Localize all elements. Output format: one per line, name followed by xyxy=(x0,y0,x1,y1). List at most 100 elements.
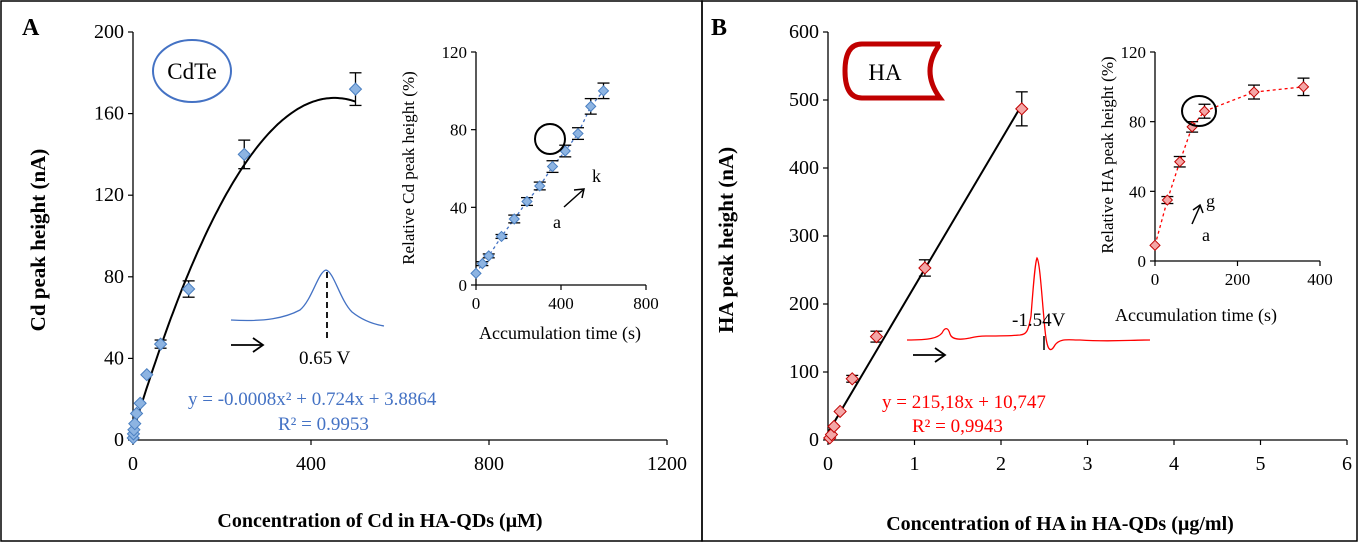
panel-b-inset-y-axis-title: Relative HA peak height (%) xyxy=(1098,56,1117,253)
panel-b-inset-data-point xyxy=(1149,239,1161,252)
panel-b-y-tick-label: 500 xyxy=(789,89,819,111)
panel-b-ha-badge xyxy=(842,41,945,101)
panel-a-right-arrow xyxy=(231,337,265,353)
panel-a-data-point xyxy=(133,396,147,410)
panel-a-peak-label: 0.65 V xyxy=(299,348,351,369)
panel-a-inset-series xyxy=(470,82,610,280)
panel-a-inset-data-point xyxy=(508,213,520,225)
panel-b-inset-circle-marker xyxy=(1181,95,1217,127)
panel-a-x-axis-title: Concentration of Cd in HA-QDs (μM) xyxy=(217,510,542,532)
panel-a-letter: A xyxy=(22,15,40,41)
panel-a-series xyxy=(126,72,363,445)
panel-b-fit-equation: y = 215,18x + 10,747 xyxy=(882,392,1046,413)
panel-a-inset-data-point xyxy=(597,85,610,97)
panel-a-data-point xyxy=(181,282,196,296)
panel-a-y-tick-label: 0 xyxy=(114,429,124,451)
panel-b-inset-x-tick-label: 0 xyxy=(1151,270,1160,289)
panel-a-inset-y-tick-label: 0 xyxy=(459,276,468,295)
panel-b-inset-y-tick-label: 0 xyxy=(1138,252,1147,271)
panel-b-inset-x-tick-label: 200 xyxy=(1225,270,1251,289)
panel-a-inset-x-tick-label: 0 xyxy=(472,294,481,313)
panel-a-inset-y-tick-label: 120 xyxy=(442,43,468,62)
panel-b-y-tick-label: 400 xyxy=(789,157,819,179)
panel-a-inset-x-tick-label: 400 xyxy=(548,294,574,313)
panel-a-y-axis-title: Cd peak height (nA) xyxy=(26,149,50,332)
panel-b-inset-chart: 0 200 400 0 40 80 120 xyxy=(1121,43,1333,289)
panel-b-inset-data-point xyxy=(1198,105,1211,117)
panel-b-inset-arrow-end: g xyxy=(1206,191,1215,211)
panel-a-cdte-label: CdTe xyxy=(167,59,217,84)
panel-a-y-tick-label: 160 xyxy=(94,103,124,125)
panel-a-data-point xyxy=(237,147,251,162)
panel-b-y-tick-label: 100 xyxy=(789,361,819,383)
panel-a-inset-chart: 0 400 800 0 40 80 120 xyxy=(442,43,659,313)
panel-a-inset-arrow-end: k xyxy=(592,166,601,186)
panel-b-x-axis-title: Concentration of HA in HA-QDs (µg/ml) xyxy=(886,513,1234,535)
panel-a-data-point xyxy=(128,416,142,431)
panel-a-cdte-badge xyxy=(152,39,232,103)
panel-b-data-point xyxy=(833,404,847,419)
panel-b-data-point xyxy=(827,419,841,434)
panel-a-inset-y-axis-title: Relative Cd peak height (%) xyxy=(399,71,418,265)
panel-a-inset-circle-marker xyxy=(534,123,566,155)
panel-b-y-tick-label: 0 xyxy=(809,429,819,451)
panel-b-data-point xyxy=(845,372,859,386)
panel-b-x-tick-label: 0 xyxy=(823,453,833,475)
panel-b-inset-line xyxy=(1154,86,1304,246)
panel-a-inset-trend-arrow xyxy=(563,188,585,208)
panel-a-inset-data-point xyxy=(476,257,489,270)
panel-b-x-tick-label: 5 xyxy=(1256,453,1266,475)
panel-b-inset-arrow-start: a xyxy=(1202,225,1210,245)
panel-b-data-point xyxy=(1015,102,1029,116)
panel-b-x-tick-label: 2 xyxy=(996,453,1006,475)
panel-a-voltammogram xyxy=(230,269,385,327)
panel-b-ha-label: HA xyxy=(868,60,902,85)
panel-b-inset-y-tick-label: 120 xyxy=(1121,43,1147,62)
panel-b-inset-data-point xyxy=(1248,86,1260,98)
panel-b-y-tick-label: 300 xyxy=(789,225,819,247)
panel-a-y-tick-label: 120 xyxy=(94,184,124,206)
panel-b-inset-y-tick-label: 80 xyxy=(1129,113,1146,132)
panel-a-fit-equation: y = -0.0008x² + 0.724x + 3.8864 xyxy=(188,389,437,410)
panel-b-voltammogram xyxy=(906,256,1151,351)
panel-b-x-tick-label: 4 xyxy=(1169,453,1179,475)
panel-b-inset-axis-ticks: 0 200 400 0 40 80 120 xyxy=(1121,43,1333,289)
panel-a-x-tick-label: 800 xyxy=(474,453,504,475)
panel-a-inset-arrow-start: a xyxy=(553,212,561,232)
panel-b-peak-label: -1.54V xyxy=(1012,310,1066,331)
panel-a-data-point xyxy=(153,337,168,351)
panel-a-inset-x-axis-title: Accumulation time (s) xyxy=(479,323,641,344)
panel-b-y-tick-label: 600 xyxy=(789,21,819,43)
panel-a-inset-data-point xyxy=(483,250,495,262)
panel-b-y-tick-label: 200 xyxy=(789,293,819,315)
panel-a-x-tick-label: 400 xyxy=(296,453,326,475)
panel-a-data-point xyxy=(348,82,363,96)
panel-b-inset-trend-arrow xyxy=(1191,203,1204,225)
panel-b-right-arrow xyxy=(913,347,947,363)
panel-a-data-point xyxy=(129,406,144,421)
panel-b-x-tick-label: 1 xyxy=(910,453,920,475)
panel-a-y-tick-label: 200 xyxy=(94,21,124,43)
panel-b-inset-y-tick-label: 40 xyxy=(1129,182,1146,201)
panel-b-data-point xyxy=(869,329,884,344)
panel-a-inset-data-point xyxy=(572,127,584,140)
panel-a-inset-data-point xyxy=(521,195,533,208)
panel-b-r-squared: R² = 0,9943 xyxy=(912,416,1003,437)
panel-a-r-squared: R² = 0.9953 xyxy=(278,414,369,435)
panel-b-inset-data-point xyxy=(1174,156,1186,168)
panel-a-y-tick-label: 40 xyxy=(104,347,124,369)
panel-b-inset-x-axis-title: Accumulation time (s) xyxy=(1115,305,1277,326)
panel-b-inset-data-point xyxy=(1161,194,1174,206)
panel-b-x-tick-label: 3 xyxy=(1083,453,1093,475)
panel-b-data-point xyxy=(918,261,932,275)
panel-a-inset-data-point xyxy=(585,100,597,113)
panel-a-inset-y-tick-label: 80 xyxy=(450,121,467,140)
panel-a-x-tick-label: 0 xyxy=(128,453,138,475)
panel-b-x-tick-label: 6 xyxy=(1342,453,1352,475)
panel-a-inset-x-tick-label: 800 xyxy=(633,294,659,313)
panel-a-inset-data-point xyxy=(546,160,559,173)
